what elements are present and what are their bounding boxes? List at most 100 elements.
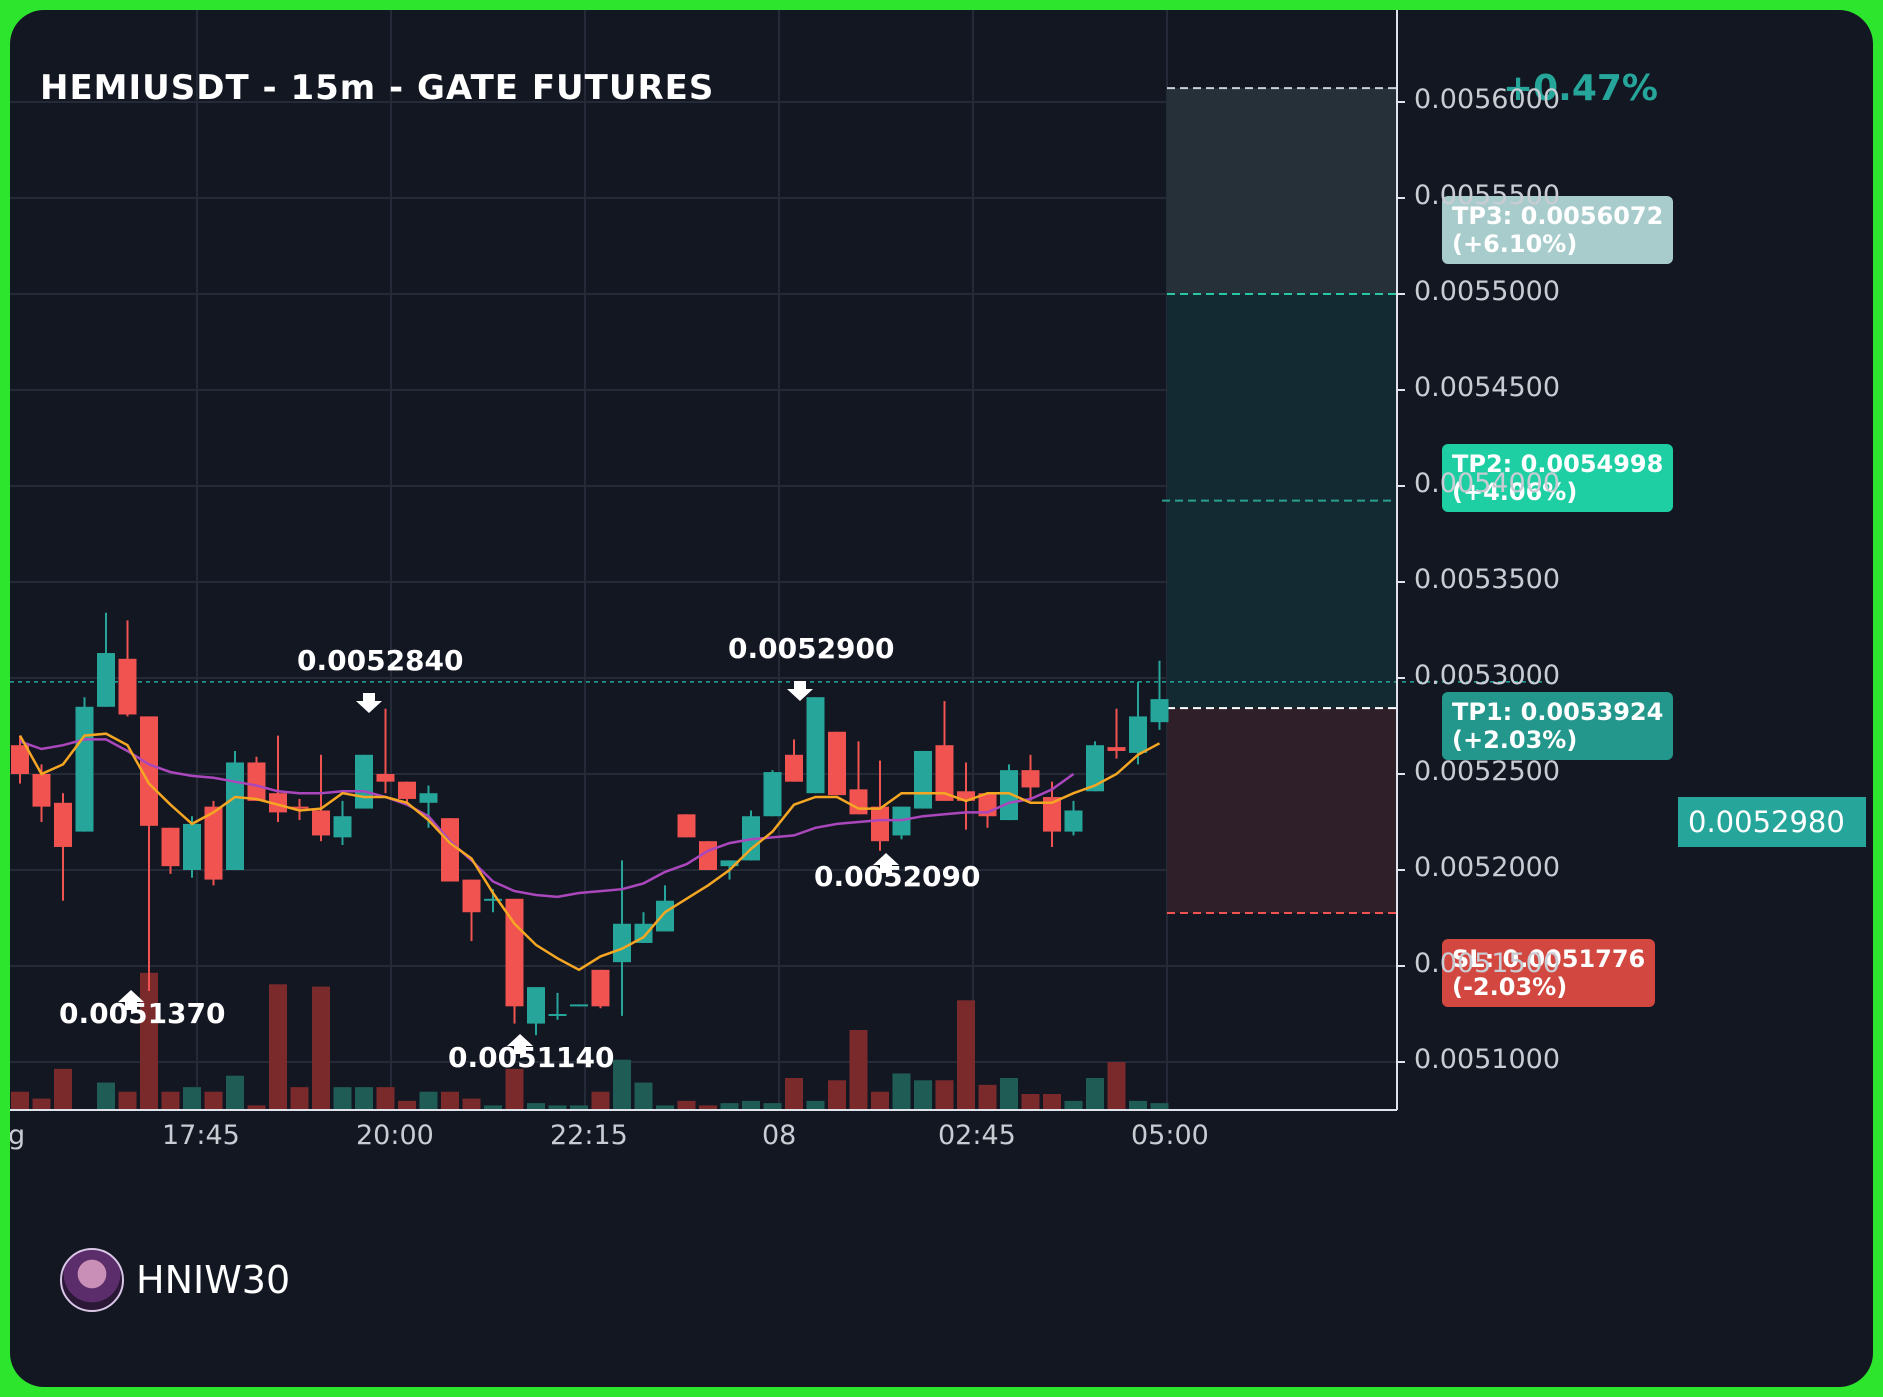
volume-bar bbox=[871, 1091, 889, 1110]
candle-body bbox=[161, 827, 180, 867]
price-tick-label: 0.0055500 bbox=[1414, 180, 1561, 211]
volume-bar bbox=[118, 1091, 137, 1110]
candle-body bbox=[656, 900, 674, 932]
candle-body bbox=[398, 781, 416, 799]
volume-bar bbox=[1000, 1078, 1018, 1110]
volume-bar bbox=[290, 1087, 309, 1110]
price-annotation: 0.0052090 bbox=[814, 860, 981, 893]
candle-body bbox=[1021, 770, 1040, 788]
volume-bar bbox=[1086, 1078, 1104, 1110]
candle-body bbox=[505, 898, 524, 1007]
arrow-down-icon bbox=[356, 693, 382, 713]
price-tick-label: 0.0051000 bbox=[1414, 1044, 1561, 1075]
time-tick-label: g bbox=[10, 1120, 26, 1151]
price-tick-label: 0.0053000 bbox=[1414, 660, 1561, 691]
tp3-label-text: TP3: 0.0056072 bbox=[1452, 202, 1664, 230]
candle-body bbox=[97, 653, 115, 707]
volume-bar bbox=[462, 1098, 481, 1110]
tp1-pct-text: (+2.03%) bbox=[1452, 726, 1578, 754]
volume-bar bbox=[935, 1080, 954, 1110]
price-annotation: 0.0051370 bbox=[59, 997, 226, 1030]
time-tick-label: 05:00 bbox=[1131, 1120, 1209, 1151]
tp3-zone bbox=[1167, 88, 1397, 295]
volume-bar bbox=[419, 1091, 438, 1110]
time-tick-label: 08 bbox=[762, 1120, 797, 1151]
candle-body bbox=[828, 731, 846, 796]
volume-bar bbox=[1129, 1100, 1147, 1110]
author-badge: HNIW30 bbox=[60, 1248, 290, 1312]
candle-body bbox=[462, 879, 481, 913]
time-tick-label: 20:00 bbox=[356, 1120, 434, 1151]
candle-body bbox=[226, 762, 244, 870]
volume-bar bbox=[376, 1087, 395, 1110]
tp1-label: TP1: 0.0053924 (+2.03%) bbox=[1442, 692, 1674, 760]
price-annotation: 0.0052840 bbox=[297, 644, 464, 677]
candle-body bbox=[376, 774, 395, 782]
volume-bar bbox=[763, 1103, 782, 1110]
volume-bar bbox=[957, 1000, 975, 1110]
price-tick-label: 0.0054000 bbox=[1414, 468, 1561, 499]
candle-body bbox=[591, 969, 610, 1007]
candle-body bbox=[1043, 797, 1061, 832]
candle-body bbox=[871, 806, 889, 842]
candle-body bbox=[75, 706, 94, 832]
candle-body bbox=[634, 923, 653, 943]
volume-bar bbox=[247, 1105, 266, 1110]
volume-bar bbox=[591, 1091, 610, 1110]
candle-body bbox=[441, 818, 459, 882]
sl-label-text: SL: 0.0051776 bbox=[1452, 945, 1646, 973]
volume-bar bbox=[161, 1091, 180, 1110]
candle-body bbox=[32, 774, 51, 807]
candle-body bbox=[1086, 745, 1104, 792]
price-tick-label: 0.0056000 bbox=[1414, 84, 1561, 115]
candle-body bbox=[806, 697, 825, 794]
candle-body bbox=[785, 754, 803, 782]
volume-bar bbox=[742, 1100, 760, 1110]
candle-body bbox=[269, 793, 287, 813]
tp3-label: TP3: 0.0056072 (+6.10%) bbox=[1442, 196, 1674, 264]
volume-bar bbox=[849, 1030, 868, 1110]
volume-bar bbox=[32, 1098, 51, 1110]
candle-body bbox=[355, 754, 373, 809]
volume-bar bbox=[355, 1087, 373, 1110]
sl-label: SL: 0.0051776 (-2.03%) bbox=[1442, 939, 1656, 1007]
volume-bar bbox=[527, 1103, 545, 1110]
candle-body bbox=[677, 814, 696, 838]
candle-body bbox=[54, 802, 72, 847]
author-name: HNIW30 bbox=[136, 1258, 291, 1302]
candle-body bbox=[570, 1004, 588, 1007]
candle-body bbox=[1064, 810, 1083, 832]
volume-bar bbox=[1107, 1062, 1126, 1110]
candle-body bbox=[527, 987, 545, 1024]
volume-bar bbox=[97, 1082, 115, 1110]
volume-bar bbox=[806, 1100, 825, 1110]
candle-body bbox=[140, 716, 158, 826]
candle-body bbox=[333, 816, 352, 838]
price-tick-label: 0.0052000 bbox=[1414, 852, 1561, 883]
sl-pct-text: (-2.03%) bbox=[1452, 973, 1568, 1001]
time-tick-label: 17:45 bbox=[162, 1120, 240, 1151]
price-tick-label: 0.0052500 bbox=[1414, 756, 1561, 787]
volume-bar bbox=[914, 1080, 932, 1110]
volume-bar bbox=[892, 1073, 911, 1110]
candle-body bbox=[247, 762, 266, 801]
time-tick-label: 02:45 bbox=[938, 1120, 1016, 1151]
volume-bar bbox=[398, 1100, 416, 1110]
volume-bar bbox=[1021, 1094, 1040, 1110]
candle-body bbox=[720, 860, 739, 867]
candle-body bbox=[183, 823, 201, 870]
candle-body bbox=[1150, 699, 1169, 723]
volume-bar bbox=[677, 1100, 696, 1110]
candle-body bbox=[290, 806, 309, 809]
sl-zone bbox=[1167, 708, 1397, 914]
volume-bar bbox=[720, 1103, 739, 1110]
volume-bar bbox=[828, 1080, 846, 1110]
candle-body bbox=[204, 806, 223, 880]
candle-body bbox=[548, 1014, 567, 1016]
author-avatar bbox=[60, 1248, 124, 1312]
volume-bar bbox=[54, 1068, 72, 1110]
volume-bar bbox=[1043, 1094, 1061, 1110]
arrow-up-icon bbox=[873, 853, 899, 873]
volume-bar bbox=[1150, 1103, 1169, 1110]
candle-body bbox=[1000, 770, 1018, 821]
